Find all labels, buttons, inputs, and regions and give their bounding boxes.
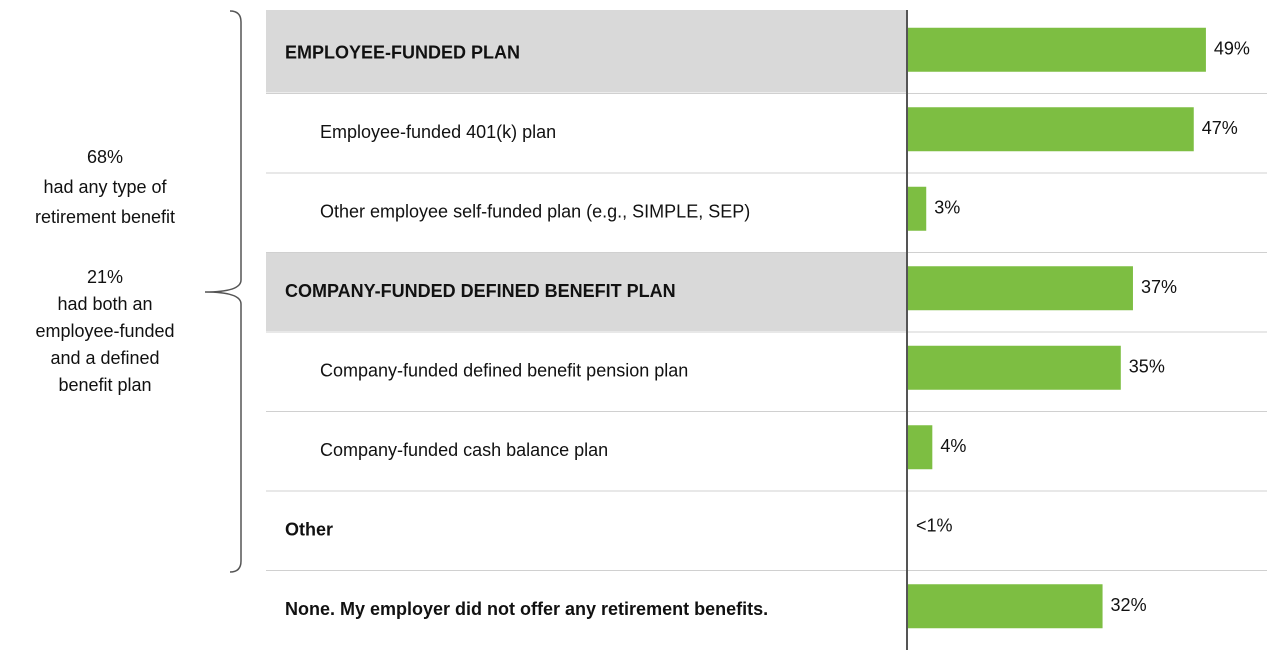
value-label: 49% [1214,39,1250,59]
category-label: COMPANY-FUNDED DEFINED BENEFIT PLAN [285,281,676,301]
row-highlight [266,252,908,331]
category-label: EMPLOYEE-FUNDED PLAN [285,43,520,63]
value-label: 35% [1129,357,1165,377]
bracket [204,10,242,573]
bar [908,186,927,231]
category-label: Company-funded defined benefit pension p… [320,361,688,381]
category-label: None. My employer did not offer any reti… [285,599,768,619]
value-label: 47% [1202,118,1238,138]
row-highlight [266,10,908,93]
category-label: Employee-funded 401(k) plan [320,122,556,142]
bar [908,27,1206,72]
category-label: Other [285,520,333,540]
bar [908,266,1133,311]
annotation: had both an [57,294,152,314]
value-label: 4% [940,436,966,456]
annotation: and a defined [50,348,159,368]
value-label: 32% [1111,595,1147,615]
annotation: employee-funded [35,321,174,341]
bar [908,425,933,470]
value-label: <1% [916,516,953,536]
value-label: 3% [934,198,960,218]
category-label: Other employee self-funded plan (e.g., S… [320,202,750,222]
category-label: Company-funded cash balance plan [320,440,608,460]
annotation: 68% [87,147,123,167]
bar [908,107,1194,152]
annotation: 21% [87,267,123,287]
value-label: 37% [1141,277,1177,297]
bar [908,584,1103,629]
annotation: benefit plan [58,375,151,395]
bar [908,345,1121,390]
annotation: had any type of [43,177,167,197]
annotation: retirement benefit [35,207,175,227]
